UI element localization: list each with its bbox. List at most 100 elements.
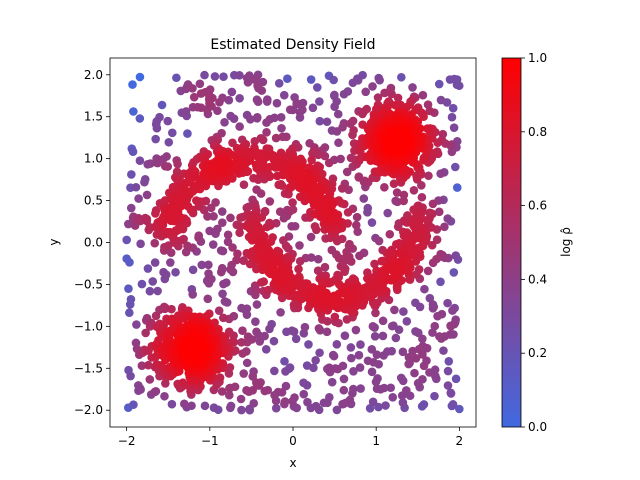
data-point: [304, 340, 313, 349]
data-point: [331, 364, 340, 373]
data-point: [334, 138, 343, 148]
data-point: [204, 260, 213, 270]
data-point: [314, 324, 324, 333]
data-point: [439, 346, 448, 355]
data-point: [447, 112, 457, 122]
y-tick-label: −2.0: [74, 403, 103, 417]
data-point: [371, 377, 381, 387]
data-point: [448, 400, 458, 409]
data-point: [367, 367, 377, 377]
data-point: [217, 387, 227, 396]
data-point: [187, 401, 196, 411]
data-point: [356, 340, 365, 349]
data-point: [351, 220, 361, 230]
data-point: [435, 332, 444, 341]
data-point: [455, 404, 464, 414]
data-point: [126, 203, 136, 213]
data-point: [423, 266, 433, 276]
data-point: [419, 400, 429, 409]
data-point: [188, 84, 197, 93]
data-point: [163, 162, 173, 171]
data-point: [239, 369, 249, 378]
data-point: [397, 72, 406, 82]
data-point: [398, 376, 408, 386]
data-point: [288, 105, 298, 115]
data-point: [361, 87, 371, 97]
data-point: [332, 97, 341, 106]
data-point: [239, 256, 248, 265]
data-point: [209, 212, 218, 221]
data-point: [370, 259, 379, 269]
data-point: [399, 307, 408, 316]
data-point: [322, 327, 332, 337]
data-point: [217, 207, 227, 216]
data-point: [436, 95, 446, 105]
data-point: [408, 83, 417, 92]
data-point: [137, 279, 147, 289]
data-point: [354, 350, 364, 360]
colorbar-ticks: 0.0 0.2 0.4 0.6 0.8 1.0: [521, 51, 547, 434]
data-point: [320, 151, 330, 161]
data-point: [196, 89, 206, 98]
data-point: [279, 213, 289, 223]
data-point: [375, 75, 384, 85]
data-point: [200, 401, 210, 411]
data-point: [436, 277, 445, 287]
data-point: [217, 265, 227, 275]
data-point: [197, 260, 207, 270]
data-point: [251, 317, 260, 326]
data-point: [368, 322, 378, 331]
data-point: [419, 112, 428, 121]
data-point: [233, 249, 242, 259]
x-axis-ticks: −2 −1 0 1 2: [118, 427, 463, 448]
data-point: [159, 267, 168, 277]
data-point: [452, 80, 462, 90]
data-point: [252, 185, 261, 194]
data-point: [244, 202, 253, 212]
data-point: [409, 186, 419, 195]
data-point: [301, 175, 310, 185]
data-point: [430, 391, 439, 401]
data-point: [306, 75, 316, 84]
data-point: [391, 333, 401, 343]
data-point: [224, 390, 234, 400]
data-point: [291, 334, 301, 344]
data-point: [263, 95, 272, 104]
colorbar: [501, 57, 522, 428]
data-point: [172, 73, 181, 83]
data-point: [249, 173, 258, 183]
data-point: [289, 327, 299, 337]
data-point: [145, 375, 155, 384]
data-point: [379, 351, 388, 360]
data-point: [218, 218, 227, 227]
data-point: [252, 95, 262, 105]
data-point: [385, 229, 395, 239]
data-point: [136, 384, 145, 393]
x-tick-label: −2: [118, 434, 136, 448]
data-point: [166, 248, 176, 257]
data-point: [368, 82, 377, 91]
data-point: [209, 403, 219, 413]
data-point: [398, 347, 408, 357]
data-point: [390, 305, 399, 315]
data-point: [206, 203, 216, 213]
data-point: [262, 118, 271, 127]
data-point: [444, 357, 454, 366]
data-point: [125, 308, 134, 318]
data-point: [166, 258, 175, 267]
data-point: [274, 270, 284, 280]
data-point: [287, 221, 296, 231]
y-tick-label: 0.5: [84, 194, 103, 208]
data-point: [356, 384, 365, 393]
data-point: [404, 352, 414, 362]
data-point: [443, 214, 453, 223]
data-point: [310, 222, 320, 231]
data-point: [332, 405, 342, 415]
data-point: [343, 291, 353, 301]
data-point: [342, 167, 352, 177]
data-point: [226, 213, 235, 223]
data-point: [192, 196, 201, 205]
data-point: [378, 316, 388, 326]
data-point: [452, 183, 462, 192]
data-point: [327, 377, 337, 387]
